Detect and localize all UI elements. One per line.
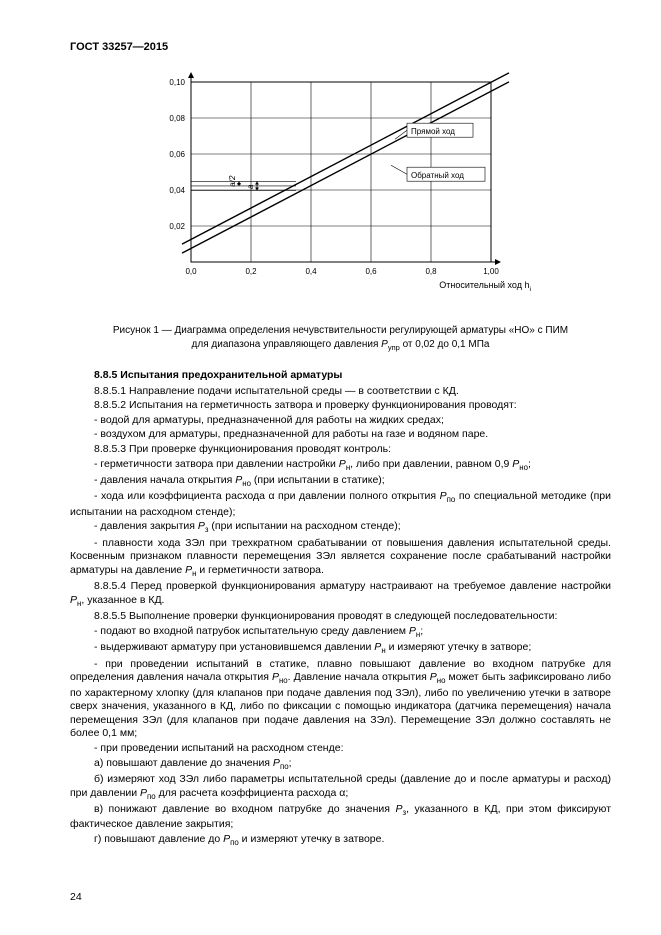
svg-text:0,4: 0,4: [305, 267, 317, 276]
svg-text:0,8: 0,8: [425, 267, 437, 276]
svg-text:0,10: 0,10: [169, 78, 185, 87]
svg-text:0,2: 0,2: [245, 267, 257, 276]
svg-text:1,00: 1,00: [483, 267, 499, 276]
body-text: 8.8.5.1 Направление подачи испытательной…: [70, 385, 611, 849]
svg-text:0,08: 0,08: [169, 114, 185, 123]
svg-text:0,04: 0,04: [169, 186, 185, 195]
paragraph: 8.8.5.5 Выполнение проверки функциониров…: [70, 610, 611, 624]
paragraph: г) повышают давление до Pпо и измеряют у…: [70, 833, 611, 848]
svg-text:0,0: 0,0: [185, 267, 197, 276]
figure-caption: Рисунок 1 — Диаграмма определения нечувс…: [110, 324, 571, 353]
paragraph: - подают во входной патрубок испытательн…: [70, 625, 611, 640]
paragraph: - воздухом для арматуры, предназначенной…: [70, 428, 611, 442]
page-number: 24: [70, 891, 82, 905]
svg-text:Прямой ход: Прямой ход: [411, 127, 455, 136]
paragraph: а) повышают давление до значения Pпо;: [70, 757, 611, 772]
paragraph: - водой для арматуры, предназначенной дл…: [70, 414, 611, 428]
paragraph: 8.8.5.3 При проверке функционирования пр…: [70, 443, 611, 457]
svg-text:Обратный ход: Обратный ход: [411, 171, 464, 180]
paragraph: в) понижают давление во входном патрубке…: [70, 803, 611, 832]
paragraph: б) измеряют ход ЗЭл либо параметры испыт…: [70, 773, 611, 802]
svg-text:0,02: 0,02: [169, 222, 185, 231]
paragraph: 8.8.5.2 Испытания на герметичность затво…: [70, 399, 611, 413]
paragraph: 8.8.5.4 Перед проверкой функционирования…: [70, 580, 611, 609]
svg-text:a/2: a/2: [228, 175, 237, 187]
svg-text:a: a: [246, 184, 255, 189]
paragraph: - давления закрытия Pз (при испытании на…: [70, 520, 611, 535]
paragraph: - давления начала открытия Pно (при испы…: [70, 474, 611, 489]
paragraph: - герметичности затвора при давлении нас…: [70, 458, 611, 473]
doc-header: ГОСТ 33257—2015: [70, 40, 611, 54]
sensitivity-chart: 0,00,20,40,60,81,000,020,040,060,080,10У…: [151, 72, 531, 312]
chart-container: 0,00,20,40,60,81,000,020,040,060,080,10У…: [70, 72, 611, 312]
paragraph: - плавности хода ЗЭл при трехкратном сра…: [70, 537, 611, 580]
svg-text:0,06: 0,06: [169, 150, 185, 159]
paragraph: - при проведении испытаний на расходном …: [70, 742, 611, 756]
paragraph: - при проведении испытаний в статике, пл…: [70, 658, 611, 742]
paragraph: 8.8.5.1 Направление подачи испытательной…: [70, 385, 611, 399]
section-title: 8.8.5 Испытания предохранительной армату…: [70, 369, 611, 383]
svg-text:0,6: 0,6: [365, 267, 377, 276]
paragraph: - выдерживают арматуру при установившемс…: [70, 641, 611, 656]
paragraph: - хода или коэффициента расхода α при да…: [70, 490, 611, 519]
